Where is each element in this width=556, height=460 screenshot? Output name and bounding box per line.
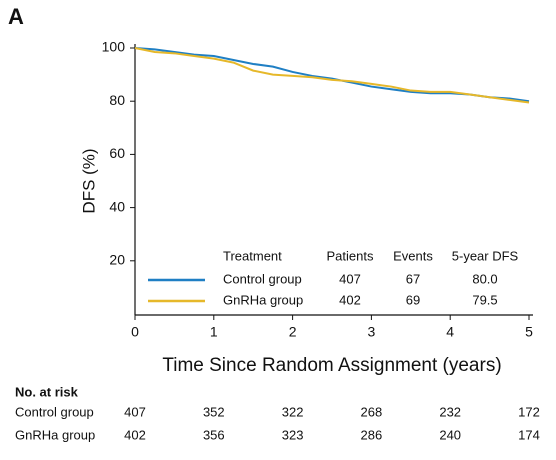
table-header: Treatment — [223, 248, 282, 263]
table-header: Patients — [327, 248, 374, 263]
table-cell: 407 — [339, 271, 361, 286]
panel-label: A — [8, 4, 24, 29]
at-risk-label: GnRHa group — [15, 427, 95, 442]
y-tick-label: 80 — [109, 92, 125, 108]
at-risk-value: 174 — [518, 427, 540, 442]
legend-label: Control group — [223, 271, 302, 286]
x-tick-label: 5 — [525, 324, 533, 340]
table-header: 5-year DFS — [452, 248, 519, 263]
at-risk-value: 172 — [518, 404, 540, 419]
at-risk-value: 402 — [124, 427, 146, 442]
at-risk-value: 268 — [361, 404, 383, 419]
x-axis-label: Time Since Random Assignment (years) — [162, 355, 501, 376]
at-risk-value: 356 — [203, 427, 225, 442]
table-header: Events — [393, 248, 433, 263]
table-cell: 67 — [406, 271, 420, 286]
legend-label: GnRHa group — [223, 292, 303, 307]
at-risk-value: 352 — [203, 404, 225, 419]
at-risk-value: 232 — [439, 404, 461, 419]
x-tick-label: 1 — [210, 324, 218, 340]
x-tick-label: 3 — [368, 324, 376, 340]
at-risk-value: 322 — [282, 404, 304, 419]
at-risk-value: 323 — [282, 427, 304, 442]
table-cell: 79.5 — [472, 292, 497, 307]
y-tick-label: 60 — [109, 145, 125, 161]
y-axis-label: DFS (%) — [79, 148, 98, 213]
table-cell: 402 — [339, 292, 361, 307]
table-cell: 69 — [406, 292, 420, 307]
table-cell: 80.0 — [472, 271, 497, 286]
at-risk-value: 407 — [124, 404, 146, 419]
y-tick-label: 40 — [109, 198, 125, 214]
at-risk-title: No. at risk — [15, 384, 79, 399]
x-tick-label: 0 — [131, 324, 139, 340]
x-tick-label: 2 — [289, 324, 297, 340]
x-tick-label: 4 — [446, 324, 454, 340]
y-tick-label: 20 — [109, 252, 125, 268]
at-risk-value: 286 — [361, 427, 383, 442]
at-risk-label: Control group — [15, 404, 94, 419]
y-tick-label: 100 — [102, 39, 126, 55]
at-risk-value: 240 — [439, 427, 461, 442]
survival-curve — [134, 47, 530, 104]
